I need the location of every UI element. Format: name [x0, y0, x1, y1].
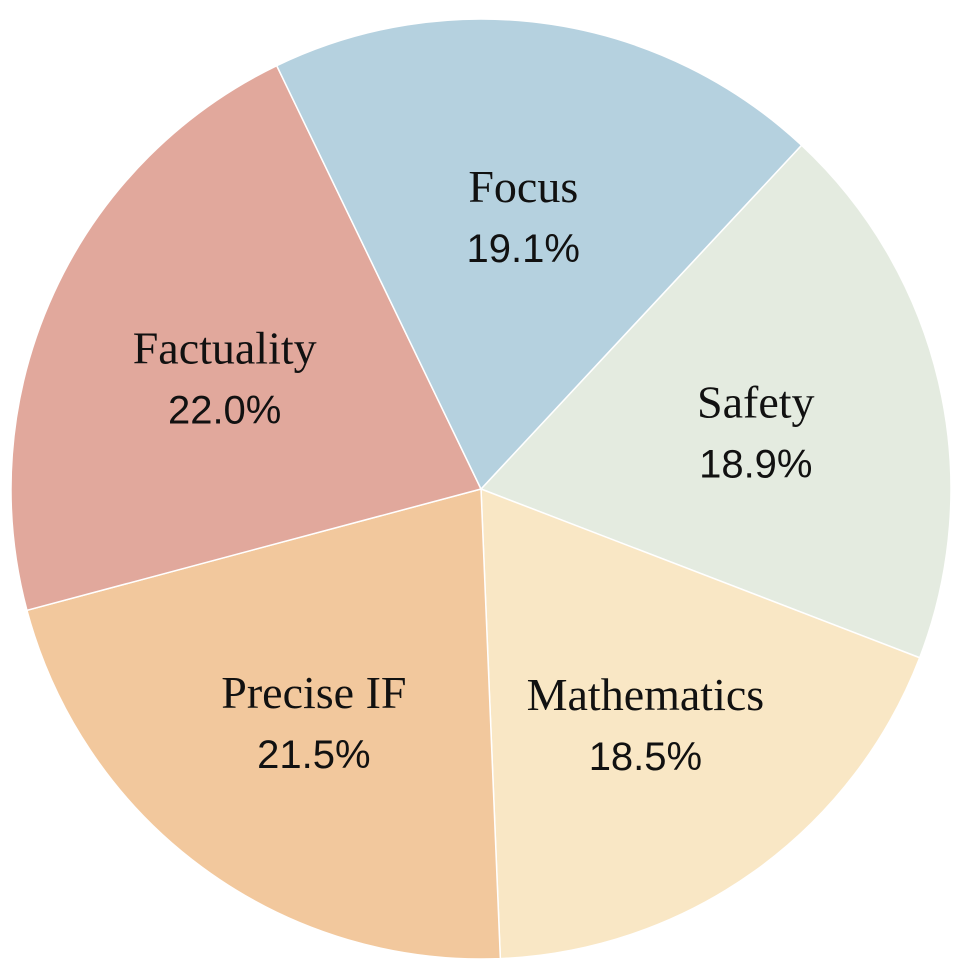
- slice-percent-safety: 18.9%: [699, 443, 812, 487]
- slice-label-precise-if: Precise IF: [221, 667, 406, 718]
- pie-slice-factuality: [10, 64, 483, 612]
- pie-slices: [10, 18, 952, 960]
- slice-percent-focus: 19.1%: [467, 227, 580, 271]
- pie-slice-safety: [479, 144, 952, 659]
- slice-percent-mathematics: 18.5%: [589, 735, 702, 779]
- pie-slice-mathematics: [480, 487, 921, 960]
- slice-label-focus: Focus: [468, 161, 578, 212]
- slice-label-safety: Safety: [697, 377, 815, 428]
- slice-label-factuality: Factuality: [133, 322, 317, 373]
- pie-slice-focus: [275, 18, 803, 491]
- pie-labels: Safety 18.9% Mathematics 18.5% Precise IF 21.…: [133, 161, 815, 779]
- slice-label-mathematics: Mathematics: [527, 669, 765, 720]
- slice-percent-precise-if: 21.5%: [257, 733, 370, 777]
- slice-percent-factuality: 22.0%: [168, 388, 281, 432]
- pie-slice-precise-if: [26, 488, 502, 960]
